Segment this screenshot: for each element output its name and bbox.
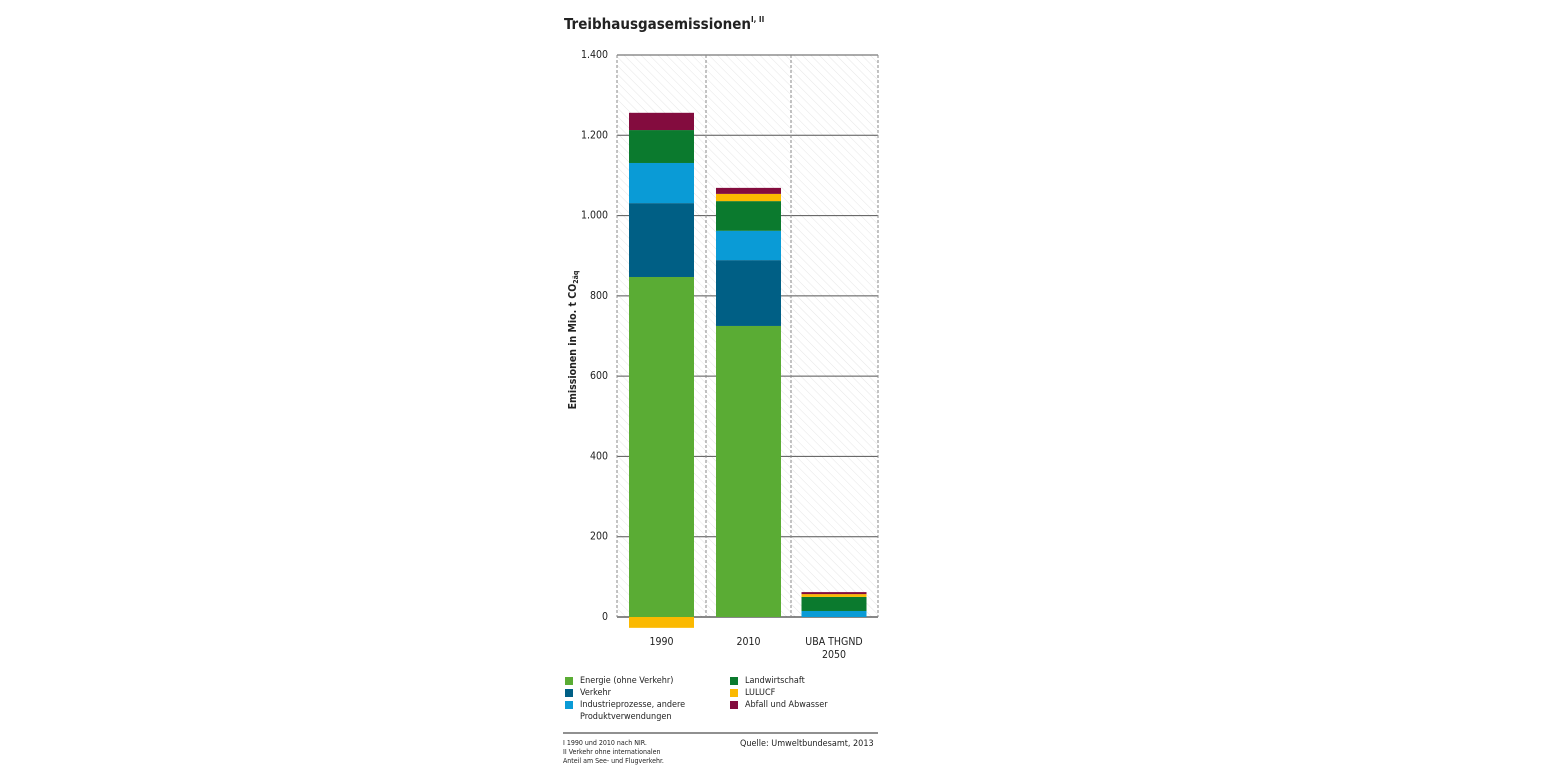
y-tick-label: 1.400: [581, 49, 608, 61]
legend-label: LULUCF: [745, 688, 776, 698]
legend-swatch: [565, 701, 573, 709]
bar-segment: [716, 325, 781, 617]
bar-segment: [801, 610, 867, 617]
legend-item: Energie (ohne Verkehr): [565, 675, 700, 687]
y-tick-label: 1.200: [581, 129, 608, 141]
bar-segment: [716, 230, 781, 261]
legend-label: Landwirtschaft: [745, 676, 805, 686]
legend-item: LULUCF: [730, 687, 865, 699]
bar-segment: [801, 594, 867, 597]
y-tick-label: 200: [590, 531, 608, 543]
bar-segment: [716, 260, 781, 326]
x-tick-label: 1990: [649, 636, 673, 648]
y-tick-label: 400: [590, 450, 608, 462]
y-tick-label: 800: [590, 290, 608, 302]
bar-segment: [629, 112, 694, 131]
legend-item: Landwirtschaft: [730, 675, 865, 687]
bar-segment: [716, 201, 781, 231]
bar-segment: [716, 193, 781, 202]
legend-label: Verkehr: [580, 688, 611, 698]
source: Quelle: Umweltbundesamt, 2013: [740, 739, 874, 749]
y-axis-label: Emissionen in Mio. t CO2äq: [567, 271, 580, 410]
y-tick-label: 0: [602, 611, 608, 623]
bar-segment: [801, 596, 867, 611]
legend-swatch: [565, 689, 573, 697]
legend-item: Abfall und Abwasser: [730, 699, 865, 711]
legend-item: Industrieprozesse, andere Produktverwend…: [565, 699, 700, 723]
legend-label: Abfall und Abwasser: [745, 700, 828, 710]
legend-swatch: [565, 677, 573, 685]
y-tick-label: 1.000: [581, 210, 608, 222]
legend-swatch: [730, 689, 738, 697]
bar-segment: [716, 187, 781, 194]
legend-label: Energie (ohne Verkehr): [580, 676, 674, 686]
chart-title: TreibhausgasemissionenI, II: [564, 15, 765, 33]
bar-segment: [801, 592, 867, 595]
legend-swatch: [730, 701, 738, 709]
legend-item: Verkehr: [565, 687, 700, 699]
legend-label: Industrieprozesse, andere Produktverwend…: [580, 700, 686, 722]
x-tick-label: 2010: [736, 636, 760, 648]
footnote: I 1990 und 2010 nach NIR.: [563, 739, 647, 747]
bar-segment: [629, 162, 694, 204]
legend-swatch: [730, 677, 738, 685]
footnotes: I 1990 und 2010 nach NIR. II Verkehr ohne…: [563, 739, 693, 766]
bar-segment: [629, 130, 694, 163]
x-tick-label: UBA THGND 2050: [805, 636, 862, 661]
bar-segment: [629, 617, 694, 628]
y-tick-label: 600: [590, 370, 608, 382]
bar-segment: [629, 276, 694, 617]
footnote: II Verkehr ohne internationalen Anteil a…: [563, 748, 664, 765]
bar-segment: [629, 203, 694, 277]
